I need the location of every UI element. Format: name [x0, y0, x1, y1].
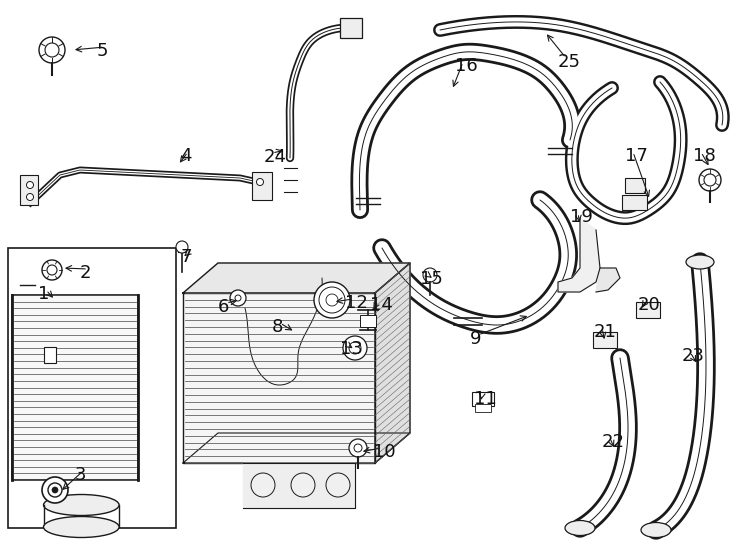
Polygon shape — [596, 268, 620, 292]
Text: 17: 17 — [625, 147, 648, 165]
Text: 23: 23 — [682, 347, 705, 365]
Polygon shape — [183, 263, 410, 293]
Circle shape — [251, 473, 275, 497]
Bar — [20, 175, 38, 205]
Ellipse shape — [686, 255, 714, 269]
Text: 20: 20 — [638, 296, 661, 314]
Circle shape — [26, 181, 34, 188]
Circle shape — [319, 287, 345, 313]
Text: 22: 22 — [602, 433, 625, 451]
Circle shape — [176, 241, 188, 253]
Text: 21: 21 — [594, 323, 617, 341]
Circle shape — [291, 473, 315, 497]
Bar — [360, 315, 376, 327]
Bar — [593, 332, 617, 348]
Ellipse shape — [43, 495, 119, 516]
Circle shape — [39, 37, 65, 63]
Text: 19: 19 — [570, 208, 593, 226]
Text: 6: 6 — [218, 298, 229, 316]
Circle shape — [47, 265, 57, 275]
Bar — [12, 295, 138, 480]
Bar — [340, 18, 362, 38]
Circle shape — [349, 342, 361, 354]
Circle shape — [423, 268, 437, 282]
Text: 10: 10 — [373, 443, 396, 461]
Circle shape — [326, 294, 338, 306]
Ellipse shape — [43, 516, 119, 537]
Text: 12: 12 — [345, 294, 368, 312]
Circle shape — [48, 483, 62, 497]
Circle shape — [235, 295, 241, 301]
Circle shape — [314, 282, 350, 318]
Circle shape — [326, 473, 350, 497]
Text: 18: 18 — [693, 147, 716, 165]
Circle shape — [42, 260, 62, 280]
Text: 13: 13 — [340, 340, 363, 358]
Circle shape — [704, 174, 716, 186]
Circle shape — [354, 444, 362, 452]
Text: 16: 16 — [455, 57, 478, 75]
Circle shape — [42, 477, 68, 503]
Polygon shape — [375, 263, 410, 463]
Text: 8: 8 — [272, 318, 283, 336]
Bar — [44, 347, 56, 363]
Text: 3: 3 — [75, 466, 87, 484]
Text: 25: 25 — [558, 53, 581, 71]
Text: 5: 5 — [97, 42, 109, 60]
Text: 7: 7 — [180, 248, 192, 266]
Bar — [625, 178, 645, 193]
Polygon shape — [558, 218, 600, 292]
Circle shape — [26, 193, 34, 200]
Text: 4: 4 — [180, 147, 192, 165]
Circle shape — [349, 439, 367, 457]
Text: 24: 24 — [264, 148, 287, 166]
Text: 1: 1 — [38, 285, 49, 303]
Polygon shape — [183, 293, 375, 463]
Circle shape — [343, 336, 367, 360]
Bar — [472, 392, 494, 406]
Ellipse shape — [565, 521, 595, 536]
Circle shape — [45, 43, 59, 57]
Text: 2: 2 — [80, 264, 92, 282]
Bar — [636, 302, 660, 318]
Bar — [622, 195, 647, 210]
Text: 14: 14 — [370, 296, 393, 314]
Text: 9: 9 — [470, 330, 482, 348]
Circle shape — [230, 290, 246, 306]
Ellipse shape — [641, 523, 671, 537]
Polygon shape — [183, 433, 410, 463]
Circle shape — [52, 487, 58, 493]
Bar — [8, 248, 176, 528]
Polygon shape — [243, 463, 355, 508]
Bar — [252, 172, 272, 200]
Circle shape — [699, 169, 721, 191]
Text: 11: 11 — [474, 390, 497, 408]
Bar — [475, 404, 491, 412]
Text: 15: 15 — [420, 270, 443, 288]
Circle shape — [256, 179, 264, 186]
